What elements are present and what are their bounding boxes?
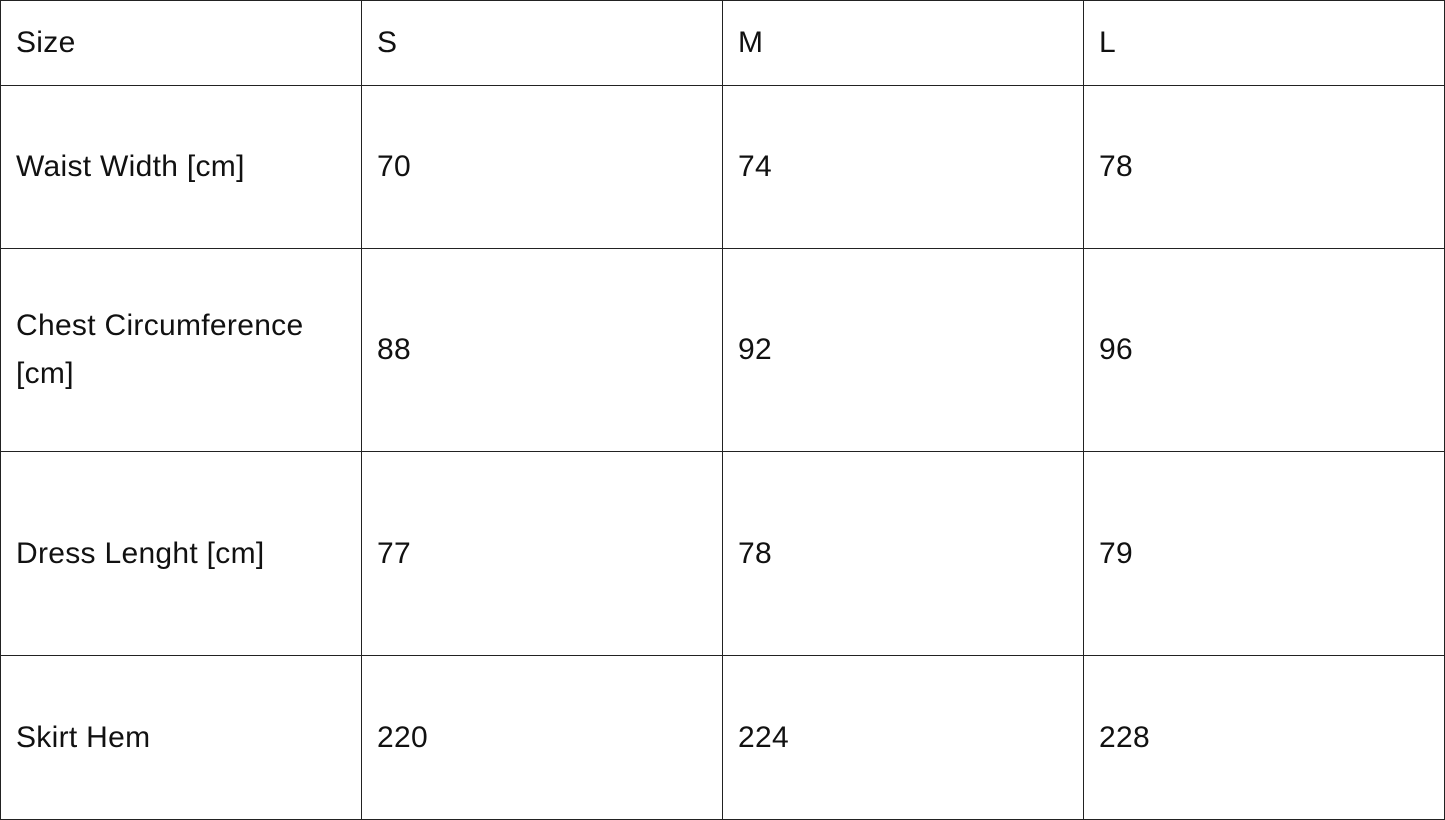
table-cell: 92 xyxy=(722,248,1084,452)
table-row: Chest Circumference [cm] 88 92 96 xyxy=(0,248,1445,452)
table-row: Waist Width [cm] 70 74 78 xyxy=(0,85,1445,249)
table-cell: 224 xyxy=(722,655,1084,820)
table-cell: 77 xyxy=(361,451,723,656)
row-label: Skirt Hem xyxy=(0,655,362,820)
table-cell: 96 xyxy=(1083,248,1445,452)
table-cell: 74 xyxy=(722,85,1084,249)
table-cell: 88 xyxy=(361,248,723,452)
table-cell: 78 xyxy=(722,451,1084,656)
row-label: Dress Lenght [cm] xyxy=(0,451,362,656)
table-cell: 220 xyxy=(361,655,723,820)
row-label: Chest Circumference [cm] xyxy=(0,248,362,452)
header-cell: L xyxy=(1083,0,1445,86)
table-cell: 70 xyxy=(361,85,723,249)
table-cell: 79 xyxy=(1083,451,1445,656)
header-cell: Size xyxy=(0,0,362,86)
header-cell: S xyxy=(361,0,723,86)
table-cell: 78 xyxy=(1083,85,1445,249)
table-row: Skirt Hem 220 224 228 xyxy=(0,655,1445,820)
header-cell: M xyxy=(722,0,1084,86)
table-header-row: Size S M L xyxy=(0,0,1445,86)
table-row: Dress Lenght [cm] 77 78 79 xyxy=(0,451,1445,656)
table-cell: 228 xyxy=(1083,655,1445,820)
row-label: Waist Width [cm] xyxy=(0,85,362,249)
